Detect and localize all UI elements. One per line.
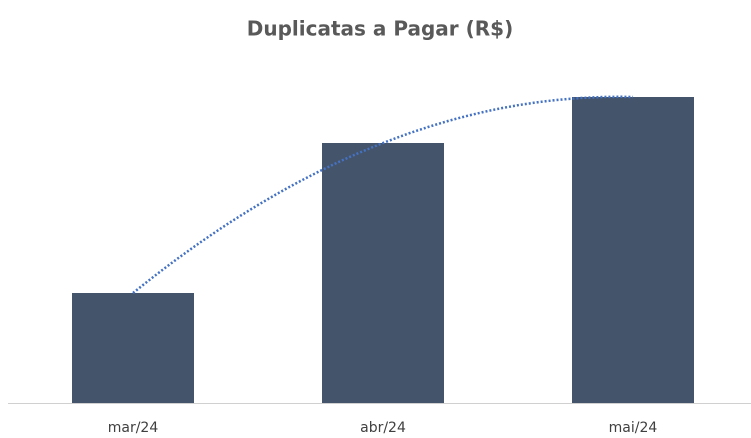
bar	[72, 293, 194, 403]
trendline	[132, 95, 634, 294]
bar	[572, 97, 694, 403]
x-tick-label: mai/24	[609, 420, 658, 436]
x-tick-label: abr/24	[360, 420, 406, 436]
bar	[322, 143, 444, 403]
chart-title: Duplicatas a Pagar (R$)	[247, 17, 513, 41]
x-tick-label: mar/24	[108, 420, 159, 436]
